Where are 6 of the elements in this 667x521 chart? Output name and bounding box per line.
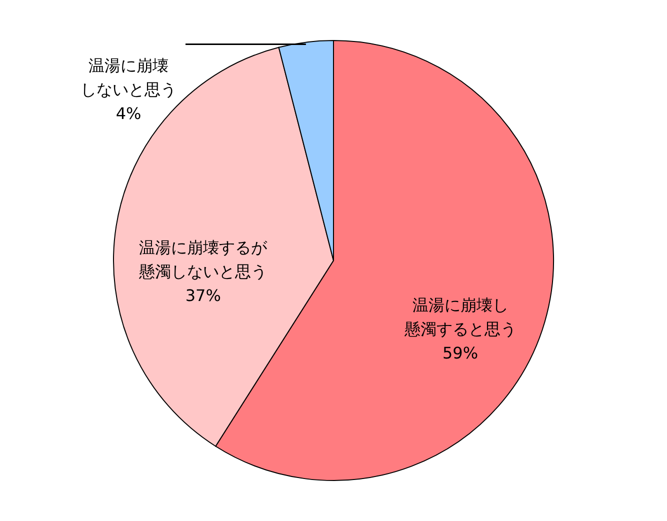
data-label: 4% xyxy=(116,104,142,124)
slice-label: 温湯に崩壊するが懸濁しないと思う xyxy=(138,238,268,281)
slice-label: 温湯に崩壊し懸濁すると思う xyxy=(403,295,516,338)
slice-label: 温湯に崩壊しないと思う xyxy=(80,56,176,100)
data-label: 59% xyxy=(442,343,478,362)
data-label: 37% xyxy=(185,286,221,305)
